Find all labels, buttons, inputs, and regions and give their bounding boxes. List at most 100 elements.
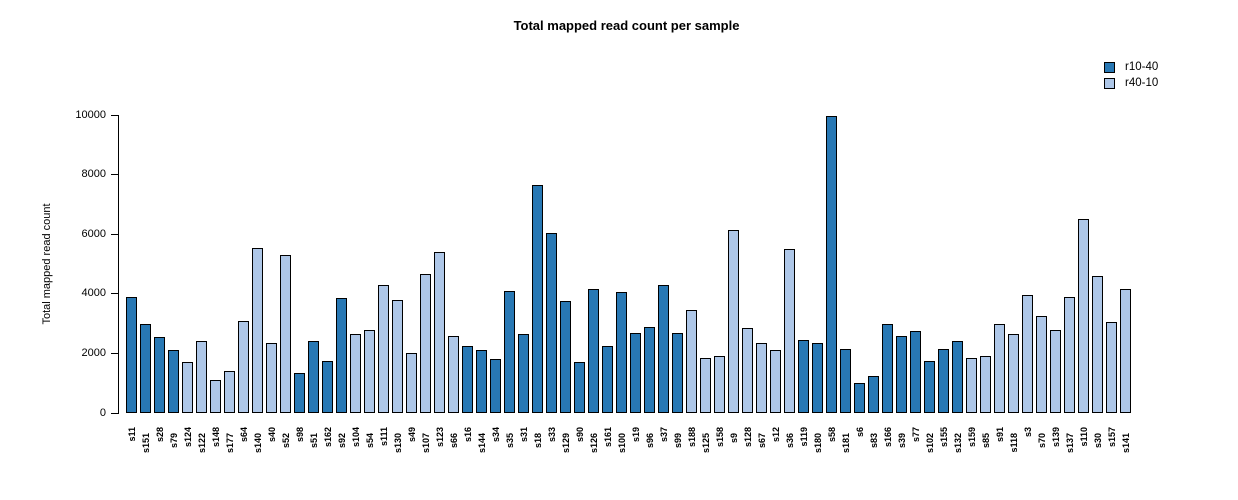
x-label-s12: s12 xyxy=(770,427,781,443)
y-tick-label-4000: 4000 xyxy=(81,287,106,300)
x-label-s92: s92 xyxy=(336,433,347,449)
x-label-s148: s148 xyxy=(210,427,221,448)
x-label-s158: s158 xyxy=(714,427,725,448)
y-tick-label-2000: 2000 xyxy=(81,346,106,359)
x-label-s122: s122 xyxy=(196,433,207,454)
x-label-s104: s104 xyxy=(350,427,361,448)
legend-swatch-r10-40 xyxy=(1104,62,1115,73)
x-label-s49: s49 xyxy=(406,427,417,443)
bar-s49 xyxy=(406,353,417,413)
x-label-s91: s91 xyxy=(994,427,1005,443)
bar-s16 xyxy=(462,346,473,413)
bar-s125 xyxy=(700,358,711,413)
bar-s90 xyxy=(574,362,585,413)
x-label-s54: s54 xyxy=(364,433,375,449)
legend: r10-40 r40-10 xyxy=(1104,61,1158,93)
bar-s67 xyxy=(756,343,767,413)
x-label-s58: s58 xyxy=(826,427,837,443)
bar-s85 xyxy=(980,356,991,413)
bar-s64 xyxy=(238,321,249,413)
bar-s158 xyxy=(714,356,725,413)
y-tick-6000 xyxy=(111,233,118,235)
x-label-s119: s119 xyxy=(798,427,809,447)
x-label-s34: s34 xyxy=(490,427,501,443)
bar-s104 xyxy=(350,334,361,413)
bar-s141 xyxy=(1120,289,1131,413)
x-label-s3: s3 xyxy=(1022,427,1033,438)
bar-s35 xyxy=(504,291,515,413)
bar-s96 xyxy=(644,327,655,413)
bar-s9 xyxy=(728,230,739,413)
bar-s124 xyxy=(182,362,193,413)
y-tick-label-6000: 6000 xyxy=(81,227,106,240)
x-label-s11: s11 xyxy=(126,427,137,442)
bar-s18 xyxy=(532,185,543,413)
x-label-s111: s111 xyxy=(378,427,389,447)
x-label-s83: s83 xyxy=(868,433,879,449)
bar-s119 xyxy=(798,340,809,413)
x-label-s107: s107 xyxy=(420,433,431,454)
x-label-s177: s177 xyxy=(224,433,235,454)
x-label-s66: s66 xyxy=(448,433,459,449)
x-label-s31: s31 xyxy=(518,427,529,443)
x-label-s188: s188 xyxy=(686,427,697,448)
legend-item-r10-40: r10-40 xyxy=(1104,61,1158,74)
bar-s148 xyxy=(210,380,221,413)
x-label-s123: s123 xyxy=(434,427,445,448)
x-label-s30: s30 xyxy=(1092,433,1103,449)
bar-s79 xyxy=(168,350,179,413)
bar-s91 xyxy=(994,324,1005,413)
legend-item-r40-10: r40-10 xyxy=(1104,77,1158,90)
x-label-s36: s36 xyxy=(784,433,795,449)
x-label-s37: s37 xyxy=(658,427,669,443)
x-label-s129: s129 xyxy=(560,433,571,454)
bar-s34 xyxy=(490,359,501,413)
bar-s162 xyxy=(322,361,333,413)
x-label-s151: s151 xyxy=(140,433,151,454)
x-label-s67: s67 xyxy=(756,433,767,449)
x-label-s140: s140 xyxy=(252,433,263,454)
bar-s36 xyxy=(784,249,795,413)
x-label-s144: s144 xyxy=(476,433,487,454)
x-label-s139: s139 xyxy=(1050,427,1061,448)
x-label-s161: s161 xyxy=(602,427,613,448)
x-label-s77: s77 xyxy=(910,427,921,443)
bar-s123 xyxy=(434,252,445,413)
bar-s122 xyxy=(196,341,207,413)
x-label-s126: s126 xyxy=(588,433,599,454)
bar-s166 xyxy=(882,324,893,413)
x-label-s125: s125 xyxy=(700,433,711,454)
x-label-s100: s100 xyxy=(616,433,627,454)
bar-s126 xyxy=(588,289,599,413)
x-label-s102: s102 xyxy=(924,433,935,454)
bar-s188 xyxy=(686,310,697,413)
y-tick-0 xyxy=(111,412,118,414)
bar-s157 xyxy=(1106,322,1117,413)
x-label-s19: s19 xyxy=(630,427,641,443)
y-tick-label-10000: 10000 xyxy=(75,108,106,121)
bar-s40 xyxy=(266,343,277,413)
bar-s83 xyxy=(868,376,879,413)
x-label-s51: s51 xyxy=(308,433,319,449)
x-label-s70: s70 xyxy=(1036,433,1047,449)
y-axis-line xyxy=(118,115,119,414)
y-tick-2000 xyxy=(111,352,118,354)
bar-s128 xyxy=(742,328,753,413)
bar-s130 xyxy=(392,300,403,413)
x-label-s98: s98 xyxy=(294,427,305,443)
y-tick-8000 xyxy=(111,174,118,176)
x-label-s18: s18 xyxy=(532,433,543,449)
legend-label-r10-40: r10-40 xyxy=(1125,61,1159,73)
bar-s155 xyxy=(938,349,949,413)
x-label-s166: s166 xyxy=(882,427,893,448)
bar-s102 xyxy=(924,361,935,413)
bar-s3 xyxy=(1022,295,1033,413)
x-label-s159: s159 xyxy=(966,427,977,448)
bar-s31 xyxy=(518,334,529,413)
x-label-s137: s137 xyxy=(1064,433,1075,454)
x-label-s130: s130 xyxy=(392,433,403,454)
bar-s144 xyxy=(476,350,487,413)
bar-s129 xyxy=(560,301,571,413)
bar-s11 xyxy=(126,297,137,413)
